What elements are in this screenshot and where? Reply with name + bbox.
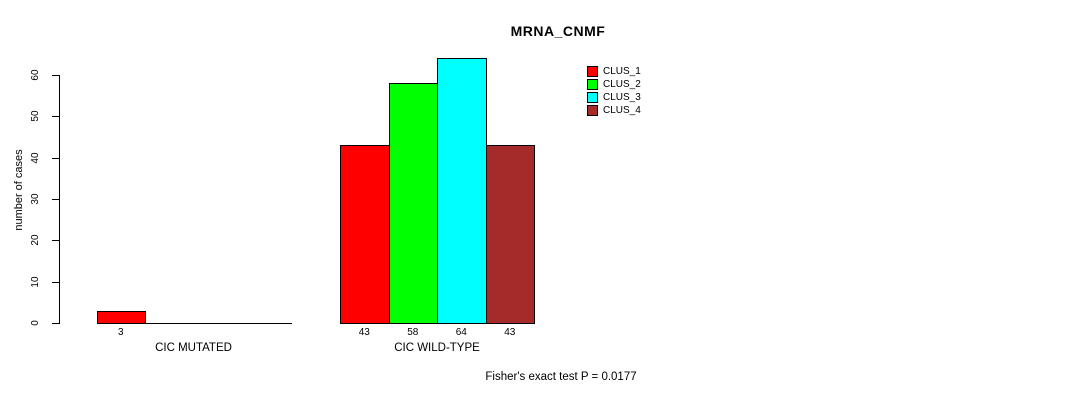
group-label-cic-mutated: CIC MUTATED [155, 342, 232, 354]
legend-label: CLUS_3 [603, 92, 641, 103]
legend-swatch-clus_4 [587, 105, 598, 116]
bar-value-label: 43 [358, 327, 370, 338]
bar-value-label: 43 [504, 327, 516, 338]
y-axis-tick [52, 157, 59, 159]
y-tick-label: 50 [30, 110, 41, 122]
bar-clus_2-wildtype [388, 83, 438, 324]
y-axis-label: number of cases [13, 149, 25, 231]
y-tick-label: 10 [30, 276, 41, 288]
legend-swatch-clus_3 [587, 92, 598, 103]
y-tick-label: 20 [30, 234, 41, 246]
y-axis-tick [52, 199, 59, 200]
bar-clus_1-mutated [96, 311, 146, 324]
group-label-cic-wild-type: CIC WILD-TYPE [394, 342, 480, 354]
y-axis-tick [52, 281, 59, 283]
y-tick-label: 40 [30, 152, 41, 164]
y-axis-tick [52, 240, 59, 242]
y-axis-tick [52, 116, 59, 118]
y-tick-label: 0 [30, 320, 41, 326]
bar-value-label: 3 [117, 327, 124, 338]
y-axis-tick [52, 75, 59, 77]
legend-label: CLUS_4 [603, 105, 641, 116]
legend-swatch-clus_1 [587, 66, 598, 77]
footnote-fisher-test: Fisher's exact test P = 0.0177 [485, 371, 637, 383]
y-axis-tick [52, 323, 59, 324]
y-tick-label: 30 [30, 193, 41, 205]
bar-value-label: 64 [455, 327, 467, 338]
legend-item-clus_2: CLUS_2 [587, 78, 641, 91]
y-axis-line [59, 75, 60, 324]
legend-label: CLUS_2 [603, 79, 641, 90]
legend: CLUS_1 CLUS_2 CLUS_3 CLUS_4 [587, 65, 641, 117]
bar-clus_3-wildtype [437, 58, 487, 324]
zero-height-bar-baseline [242, 323, 292, 324]
bar-clus_4-wildtype [485, 145, 535, 324]
y-tick-label: 60 [30, 69, 41, 81]
bar-value-label: 58 [407, 327, 419, 338]
zero-height-bar-baseline [145, 323, 195, 324]
legend-item-clus_1: CLUS_1 [587, 65, 641, 78]
legend-label: CLUS_1 [603, 66, 641, 77]
chart-title: MRNA_CNMF [510, 23, 606, 39]
bar-clus_1-wildtype [340, 145, 390, 324]
zero-height-bar-baseline [193, 323, 243, 324]
legend-item-clus_4: CLUS_4 [587, 104, 641, 117]
legend-item-clus_3: CLUS_3 [587, 91, 641, 104]
legend-swatch-clus_2 [587, 79, 598, 90]
